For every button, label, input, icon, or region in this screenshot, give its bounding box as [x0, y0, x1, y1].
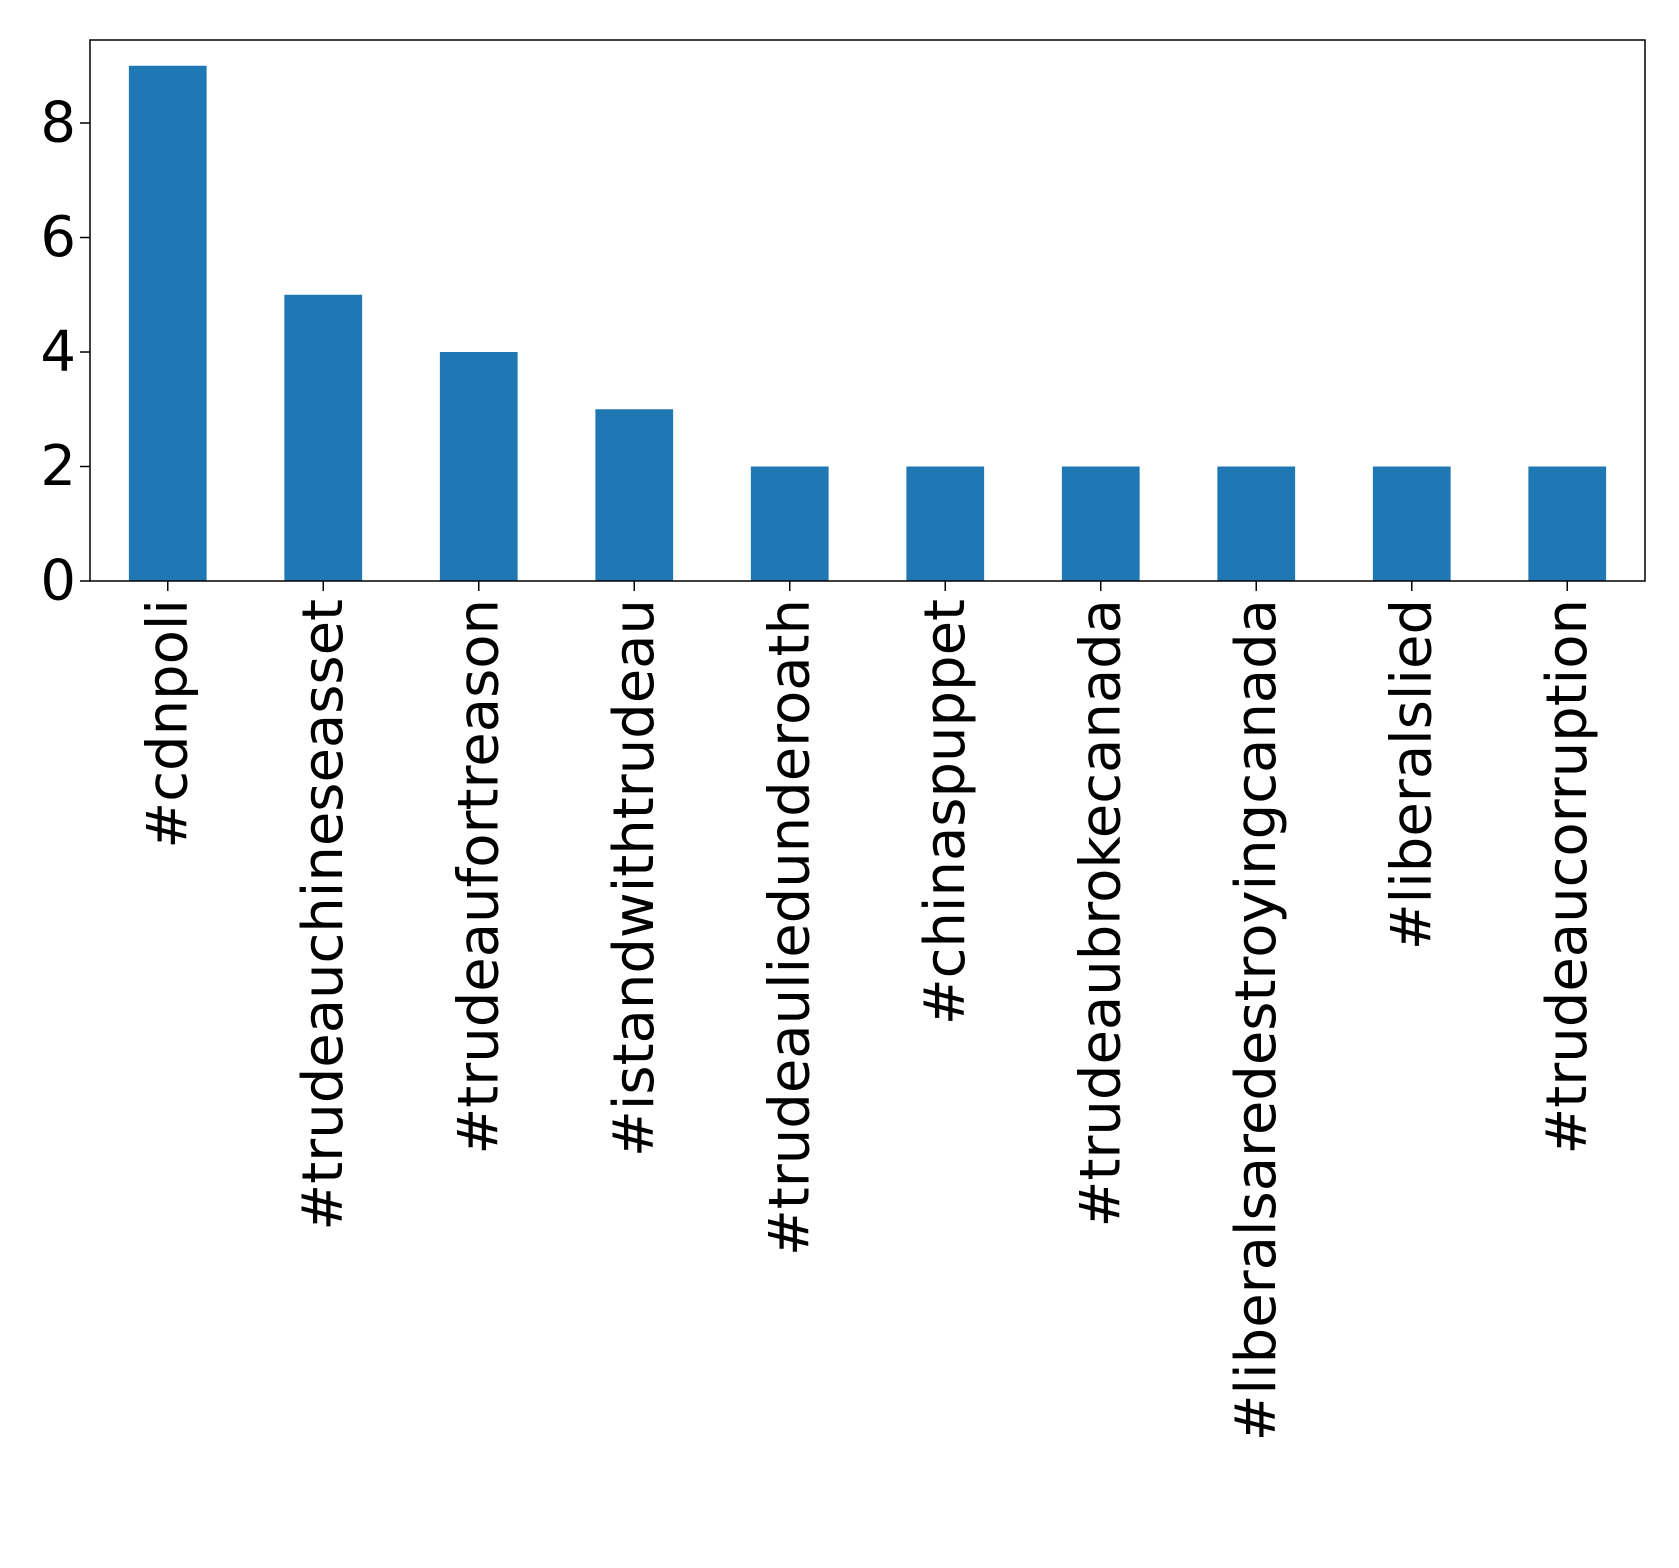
bar-trudeauchineseasset: [284, 294, 363, 581]
x-tick-label: #trudeaufortreason: [446, 599, 511, 1155]
bar-trudeaufortreason: [439, 352, 518, 581]
x-axis: #cdnpoli #trudeauchineseasset #trudeaufort…: [135, 581, 1600, 1441]
y-tick-label: 6: [40, 205, 76, 270]
bar-liberalslied: [1372, 466, 1451, 581]
y-tick-label: 4: [40, 320, 76, 385]
x-tick-label: #liberalsaredestroyingcanada: [1224, 599, 1289, 1441]
bar-cdnpoli: [128, 65, 207, 581]
bar-liberalsaredestroyingcanada: [1217, 466, 1296, 581]
y-tick-label: 2: [40, 434, 76, 499]
x-tick-label: #cdnpoli: [135, 599, 200, 849]
bars-group: [128, 65, 1607, 581]
x-tick-label: #chinaspuppet: [913, 599, 978, 1025]
x-tick-label: #liberalslied: [1379, 599, 1444, 950]
y-axis: 0 2 4 6 8: [40, 91, 90, 614]
x-tick-label: #trudeauchineseasset: [291, 599, 356, 1231]
x-tick-label: #trudeaucorruption: [1535, 599, 1600, 1155]
bar-istandwithtrudeau: [595, 409, 674, 581]
x-tick-label: #trudeauliedunderoath: [757, 599, 822, 1256]
y-tick-label: 0: [40, 549, 76, 614]
plot-frame: [89, 39, 1646, 582]
x-tick-label: #istandwithtrudeau: [602, 599, 667, 1157]
bar-trudeaubrokecanada: [1061, 466, 1140, 581]
bar-trudeaucorruption: [1528, 466, 1607, 581]
x-tick-label: #trudeaubrokecanada: [1068, 599, 1133, 1227]
y-tick-label: 8: [40, 91, 76, 156]
bar-trudeauliedunderoath: [750, 466, 829, 581]
bar-chinaspuppet: [906, 466, 985, 581]
